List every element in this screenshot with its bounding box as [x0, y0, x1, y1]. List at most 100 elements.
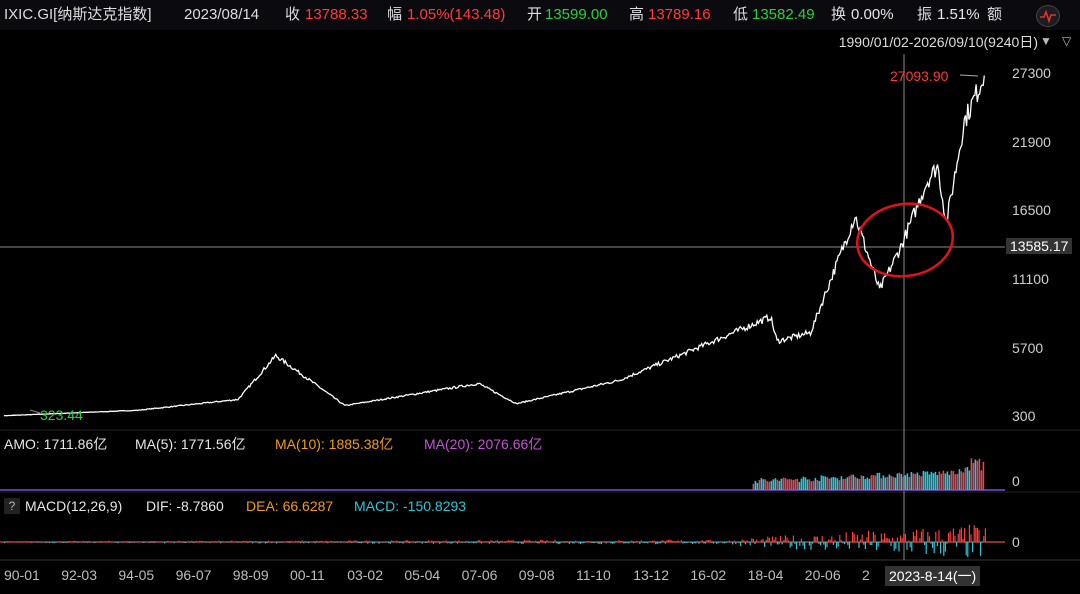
macd-bar: [586, 541, 588, 542]
macd-bar: [316, 540, 318, 542]
volume-bar: [886, 476, 889, 490]
macd-bar: [74, 540, 76, 542]
macd-bar: [535, 540, 537, 542]
macd-bar: [960, 527, 962, 542]
macd-bar: [568, 542, 570, 544]
macd-bar: [906, 542, 908, 550]
macd-bar: [895, 542, 897, 549]
macd-bar: [506, 540, 508, 542]
macd-bar: [800, 538, 802, 542]
macd-bar: [45, 542, 47, 543]
macd-bar: [877, 542, 879, 547]
macd-help-icon[interactable]: ?: [4, 498, 20, 514]
wp-logo-icon[interactable]: [1036, 5, 1060, 27]
macd-bar: [754, 542, 756, 544]
macd-bar: [404, 541, 406, 542]
macd-bar: [552, 542, 554, 543]
symbol-title[interactable]: IXIC.GI[纳斯达克指数]: [4, 6, 152, 23]
range-dropdown-icon[interactable]: ▼: [1040, 34, 1052, 48]
x-tick-label: 2: [862, 567, 870, 583]
macd-bar: [920, 531, 922, 542]
macd-bar: [928, 536, 930, 542]
macd-bar: [564, 542, 566, 543]
volume-bar: [920, 476, 923, 490]
macd-bar: [525, 540, 527, 542]
macd-bar: [973, 525, 975, 542]
macd-bar: [756, 539, 758, 542]
macd-bar: [514, 542, 516, 543]
macd-bar: [300, 542, 302, 544]
macd-bar: [773, 539, 775, 542]
macd-bar: [554, 540, 556, 542]
macd-bar: [746, 540, 748, 542]
macd-bar: [367, 542, 369, 544]
macd-bar: [770, 542, 772, 546]
range-more-icon[interactable]: ▽: [1062, 34, 1072, 48]
volume-bar: [942, 470, 945, 490]
macd-bar: [664, 542, 666, 544]
high-value: 13789.16: [648, 6, 711, 23]
volume-bar: [974, 459, 977, 490]
volume-bar: [958, 469, 961, 490]
macd-bar: [394, 541, 396, 542]
macd-bar: [421, 542, 423, 544]
macd-bar: [690, 542, 692, 543]
volume-bar: [838, 480, 841, 490]
volume-bar: [820, 475, 823, 490]
volume-bar: [812, 480, 815, 490]
macd-bar: [610, 542, 612, 544]
macd-bar: [872, 531, 874, 542]
macd-bar: [584, 542, 586, 543]
macd-bar: [450, 542, 452, 544]
macd-bar: [509, 540, 511, 542]
macd-bar: [333, 542, 335, 543]
macd-bar: [653, 540, 655, 542]
macd-bar: [61, 542, 63, 543]
macd-bar: [469, 542, 471, 543]
close-label: 收: [285, 6, 301, 23]
date-range-selector[interactable]: 1990/01/02-2026/09/10(9240日): [838, 34, 1038, 50]
macd-bar: [330, 540, 332, 542]
macd-bar: [808, 542, 810, 546]
macd-bar: [941, 539, 943, 542]
macd-bar: [733, 540, 735, 542]
macd-bar: [280, 542, 282, 543]
volume-bar: [906, 473, 909, 490]
macd-bar: [130, 542, 132, 543]
volume-bar: [832, 477, 835, 490]
macd-bar: [271, 542, 273, 544]
macd-bar: [650, 541, 652, 542]
change-label: 幅: [387, 6, 403, 23]
macd-bar: [738, 542, 740, 544]
volume-bar: [796, 478, 799, 490]
macd-bar: [840, 540, 842, 542]
macd-bar: [716, 542, 718, 544]
macd-bar: [128, 542, 130, 543]
macd-bar: [812, 542, 814, 544]
volume-bars: [752, 458, 985, 490]
volume-bar: [860, 475, 863, 490]
macd-bar: [448, 542, 450, 543]
macd-bar: [440, 542, 442, 543]
macd-bar: [236, 541, 238, 542]
macd-bar: [589, 541, 591, 542]
open-value: 13599.00: [545, 6, 608, 23]
macd-bar: [826, 542, 828, 548]
crosshair-date-label: 2023-8-14(一): [885, 566, 981, 586]
macd-bar: [946, 542, 948, 544]
macd-bar: [578, 542, 580, 544]
volume-bar: [830, 477, 833, 490]
macd-bar: [898, 542, 900, 552]
macd-bar: [981, 542, 983, 543]
macd-bar: [919, 538, 921, 542]
macd-bar: [696, 540, 698, 542]
macd-title[interactable]: MACD(12,26,9): [25, 498, 123, 514]
macd-bar: [79, 541, 81, 542]
macd-bar: [200, 541, 202, 542]
x-tick-label: 09-08: [518, 567, 555, 583]
macd-bar: [845, 532, 847, 542]
macd-bar: [647, 542, 649, 544]
macd-bar: [348, 540, 350, 542]
macd-bar: [775, 537, 777, 542]
